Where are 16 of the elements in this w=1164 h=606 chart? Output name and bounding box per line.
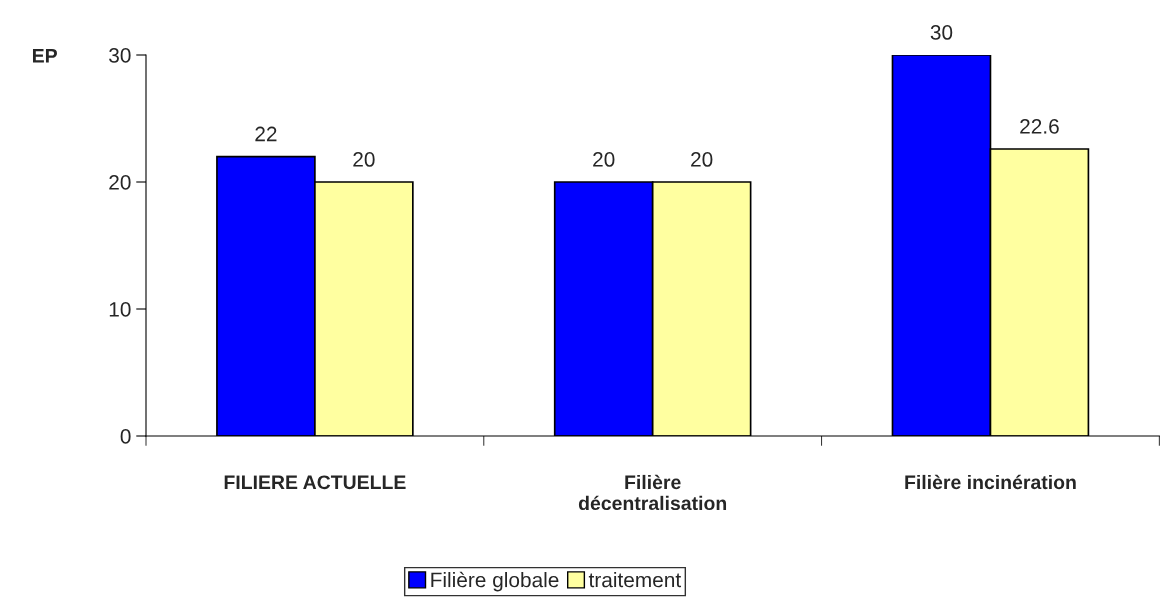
data-label: 22.6 [1020, 119, 1059, 134]
y-axis-title: EP [33, 49, 57, 63]
data-label: 22 [255, 126, 277, 142]
y-tick-label: 10 [109, 302, 131, 317]
y-tick-label: 0 [120, 429, 131, 444]
x-tick-label: Filière décentralisation [578, 474, 727, 511]
legend-label: Filière globale [431, 571, 559, 592]
x-tick-label: Filière incinération [905, 474, 1076, 490]
data-label: 20 [593, 152, 615, 167]
data-label: 20 [691, 152, 713, 167]
y-tick-label: 20 [109, 175, 131, 190]
y-tick-label: 30 [109, 48, 131, 63]
data-label: 30 [930, 25, 953, 40]
x-tick-label: FILIERE ACTUELLE [224, 475, 406, 490]
legend-label: traitement [588, 572, 682, 588]
data-label: 20 [353, 152, 375, 167]
